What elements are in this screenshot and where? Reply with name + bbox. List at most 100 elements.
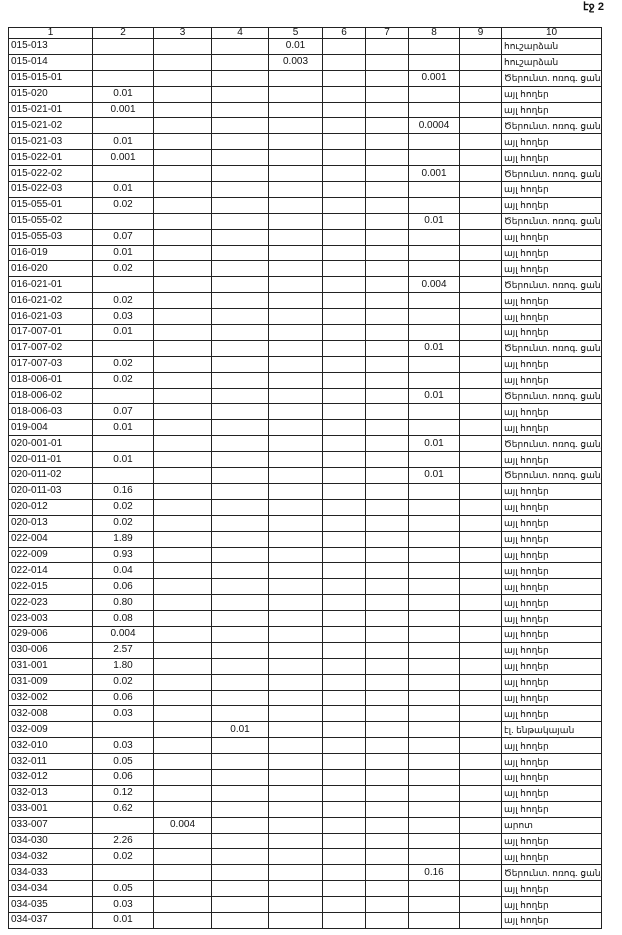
table-cell bbox=[322, 832, 366, 850]
table-cell bbox=[268, 848, 323, 866]
table-cell: 034-033 bbox=[8, 864, 93, 882]
table-cell bbox=[211, 467, 269, 484]
table-cell bbox=[268, 657, 323, 675]
table-cell bbox=[322, 816, 366, 834]
table-cell: այլ հողեր bbox=[501, 896, 602, 913]
table-cell: 0.02 bbox=[92, 260, 154, 278]
table-cell: 0.06 bbox=[92, 768, 154, 786]
table-row: 020-011-01 0.01 այլ հողեր bbox=[8, 451, 602, 469]
table-cell bbox=[268, 260, 323, 278]
table-cell: 015-022-01 bbox=[8, 149, 93, 167]
table-cell bbox=[153, 546, 212, 564]
table-cell bbox=[322, 482, 366, 500]
table-cell bbox=[268, 69, 323, 87]
table-cell bbox=[459, 467, 502, 484]
table-cell bbox=[365, 133, 409, 151]
table-cell: 2.57 bbox=[92, 641, 154, 659]
table-cell bbox=[408, 244, 460, 262]
table-cell bbox=[408, 562, 460, 580]
table-cell: 0.05 bbox=[92, 880, 154, 898]
table-cell: այլ հողեր bbox=[501, 85, 602, 103]
table-cell: 032-013 bbox=[8, 784, 93, 802]
table-cell bbox=[459, 673, 502, 691]
header-row: 1 2 3 4 5 6 7 8 9 10 bbox=[8, 27, 602, 39]
table-cell: 020-012 bbox=[8, 498, 93, 516]
table-cell bbox=[459, 133, 502, 151]
table-cell bbox=[322, 371, 366, 389]
table-row: 015-022-02 0.001 Ծերունտ. ոռոգ. ցանք bbox=[8, 165, 602, 183]
table-cell bbox=[408, 355, 460, 373]
column-header: 8 bbox=[408, 27, 460, 39]
table-cell: 0.07 bbox=[92, 403, 154, 421]
table-cell bbox=[408, 737, 460, 755]
table-cell bbox=[153, 594, 212, 612]
table-cell: 0.001 bbox=[92, 101, 154, 119]
table-row: 031-001 1.80 այլ հողեր bbox=[8, 657, 602, 675]
table-row: 029-006 0.004 այլ հողեր bbox=[8, 625, 602, 643]
table-cell: 017-007-03 bbox=[8, 355, 93, 373]
table-cell bbox=[153, 181, 212, 198]
table-cell: այլ հողեր bbox=[501, 625, 602, 643]
table-row: 015-055-02 0.01 Ծերունտ. ոռոգ. ցանք bbox=[8, 212, 602, 230]
table-cell: 0.001 bbox=[92, 149, 154, 167]
table-cell: այլ հողեր bbox=[501, 594, 602, 612]
table-cell bbox=[268, 911, 323, 929]
table-cell bbox=[268, 864, 323, 882]
table-cell bbox=[322, 768, 366, 786]
table-cell: այլ հողեր bbox=[501, 911, 602, 929]
table-cell bbox=[211, 911, 269, 929]
table-cell bbox=[365, 387, 409, 405]
table-cell bbox=[322, 864, 366, 882]
table-cell: այլ հողեր bbox=[501, 673, 602, 691]
table-cell bbox=[153, 848, 212, 866]
table-row: 017-007-01 0.01 այլ հողեր bbox=[8, 324, 602, 341]
table-cell bbox=[92, 276, 154, 294]
table-row: 018-006-02 0.01 Ծերունտ. ոռոգ. ցանք bbox=[8, 387, 602, 405]
table-cell bbox=[153, 498, 212, 516]
table-cell bbox=[268, 276, 323, 294]
table-cell bbox=[365, 546, 409, 564]
table-cell: 032-011 bbox=[8, 753, 93, 770]
table-cell bbox=[322, 69, 366, 87]
table-cell: 015-015-01 bbox=[8, 69, 93, 87]
table-cell bbox=[92, 467, 154, 484]
table-cell bbox=[459, 38, 502, 55]
table-row: 015-021-01 0.001 այլ հողեր bbox=[8, 101, 602, 119]
table-cell bbox=[211, 435, 269, 453]
table-cell bbox=[153, 832, 212, 850]
table-cell bbox=[459, 705, 502, 723]
table-cell bbox=[408, 657, 460, 675]
table-cell bbox=[365, 482, 409, 500]
table-cell: 0.02 bbox=[92, 498, 154, 516]
table-cell bbox=[365, 260, 409, 278]
table-cell bbox=[408, 228, 460, 246]
table-cell bbox=[459, 737, 502, 755]
table-cell bbox=[211, 228, 269, 246]
table-cell bbox=[92, 117, 154, 135]
table-cell bbox=[408, 705, 460, 723]
table-cell: 023-003 bbox=[8, 610, 93, 627]
table-row: 015-021-03 0.01 այլ հողեր bbox=[8, 133, 602, 151]
table-cell: 0.93 bbox=[92, 546, 154, 564]
table-cell bbox=[365, 403, 409, 421]
table-cell bbox=[211, 53, 269, 71]
table-cell: 0.02 bbox=[92, 355, 154, 373]
table-cell: 0.80 bbox=[92, 594, 154, 612]
table-cell: Ծերունտ. ոռոգ. ցանք bbox=[501, 467, 602, 484]
table-cell: Ծերունտ. ոռոգ. ցանք bbox=[501, 339, 602, 357]
table-cell bbox=[153, 53, 212, 71]
table-cell bbox=[153, 196, 212, 214]
table-cell bbox=[322, 880, 366, 898]
table-cell bbox=[153, 308, 212, 326]
table-cell: այլ հողեր bbox=[501, 784, 602, 802]
table-cell bbox=[153, 69, 212, 87]
table-cell bbox=[268, 784, 323, 802]
table-cell bbox=[92, 212, 154, 230]
table-cell: 015-014 bbox=[8, 53, 93, 71]
table-cell bbox=[459, 911, 502, 929]
table-cell bbox=[365, 196, 409, 214]
table-cell bbox=[459, 419, 502, 437]
table-cell: 0.06 bbox=[92, 578, 154, 596]
table-cell bbox=[153, 212, 212, 230]
table-cell bbox=[459, 753, 502, 770]
